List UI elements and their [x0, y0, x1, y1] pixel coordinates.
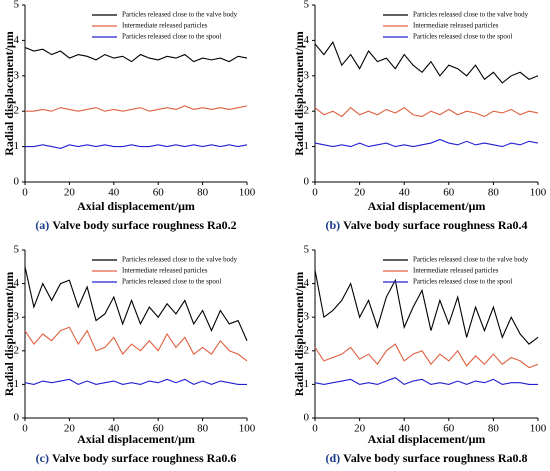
- legend-label: Intermediate released particles: [122, 22, 208, 30]
- x-tick-label: 100: [239, 423, 256, 435]
- x-tick-label: 0: [312, 423, 318, 435]
- x-tick-label: 40: [399, 423, 411, 435]
- legend-label: Particles released close to the spool: [413, 278, 512, 286]
- panel: 0 1 2 3 4 5 0 20 40 60 80 100 Axial displacement/μm R…: [292, 244, 547, 465]
- panel: 0 1 2 3 4 5 0 20 40 60 80 100 Axial displacement/μm R…: [2, 244, 256, 465]
- y-tick-label: 2: [304, 344, 310, 356]
- y-tick-label: 0: [304, 412, 310, 424]
- y-tick-label: 3: [14, 311, 20, 323]
- y-tick-label: 2: [304, 105, 310, 117]
- y-tick-label: 3: [304, 69, 310, 81]
- series-line: [24, 266, 248, 341]
- x-tick-label: 100: [239, 187, 256, 199]
- x-tick-label: 20: [354, 423, 366, 435]
- series-line: [314, 41, 539, 84]
- legend-label: Particles released close to the valve bo…: [122, 256, 238, 264]
- y-tick-label: 5: [14, 244, 20, 256]
- y-tick-label: 0: [14, 176, 20, 188]
- caption-text: Valve body surface roughness Ra0.8: [343, 451, 527, 465]
- caption: (d) Valve body surface roughness Ra0.8: [325, 451, 527, 465]
- legend-label: Particles released close to the spool: [413, 33, 512, 41]
- series-line: [314, 270, 539, 345]
- y-tick-label: 0: [14, 412, 20, 424]
- x-axis-label: Axial displacement/μm: [77, 199, 195, 213]
- caption: (c) Valve body surface roughness Ra0.6: [36, 451, 237, 465]
- x-tick-label: 80: [197, 423, 209, 435]
- x-tick-label: 60: [153, 423, 165, 435]
- x-axis-label: Axial displacement/μm: [368, 432, 486, 446]
- x-axis-label: Axial displacement/μm: [368, 199, 486, 213]
- caption-label: (a): [35, 218, 49, 232]
- x-tick-label: 60: [153, 187, 165, 199]
- x-tick-label: 80: [488, 423, 500, 435]
- y-tick-label: 1: [14, 378, 20, 390]
- legend-label: Intermediate released particles: [122, 267, 208, 275]
- y-axis-label: Radial displacement/μm: [2, 272, 16, 396]
- y-tick-label: 1: [14, 140, 20, 152]
- x-tick-label: 0: [22, 423, 28, 435]
- legend-label: Particles released close to the valve bo…: [413, 256, 529, 264]
- legend-label: Particles released close to the spool: [122, 33, 221, 41]
- series-line: [314, 343, 539, 369]
- x-tick-label: 80: [197, 187, 209, 199]
- x-tick-label: 20: [354, 187, 366, 199]
- panel: 0 1 2 3 4 5 0 20 40 60 80 100 Axial displacement/μm R…: [292, 0, 547, 232]
- y-tick-label: 3: [304, 311, 310, 323]
- y-tick-label: 2: [14, 105, 20, 117]
- y-tick-label: 4: [304, 34, 310, 46]
- x-tick-label: 60: [443, 187, 455, 199]
- y-tick-label: 5: [304, 0, 310, 11]
- series-line: [314, 377, 538, 386]
- series-line: [24, 378, 247, 386]
- y-axis-label: Radial displacement/μm: [292, 272, 306, 396]
- legend-label: Intermediate released particles: [413, 267, 499, 275]
- caption-text: Valve body surface roughness Ra0.4: [343, 218, 527, 232]
- caption-label: (d): [325, 451, 340, 465]
- x-tick-label: 100: [530, 423, 547, 435]
- y-tick-label: 3: [14, 69, 20, 81]
- y-tick-label: 1: [304, 140, 310, 152]
- y-tick-label: 4: [14, 34, 20, 46]
- x-tick-label: 20: [64, 423, 76, 435]
- y-tick-label: 4: [14, 277, 20, 289]
- x-tick-label: 0: [312, 187, 318, 199]
- y-axis-label: Radial displacement/μm: [292, 31, 306, 155]
- x-tick-label: 20: [64, 187, 76, 199]
- x-tick-label: 40: [108, 187, 120, 199]
- x-tick-label: 40: [108, 423, 120, 435]
- caption: (b) Valve body surface roughness Ra0.4: [325, 218, 527, 232]
- x-tick-label: 80: [488, 187, 500, 199]
- series-line: [24, 46, 248, 63]
- y-tick-label: 0: [304, 176, 310, 188]
- legend-label: Intermediate released particles: [413, 22, 499, 30]
- x-axis-label: Axial displacement/μm: [77, 432, 195, 446]
- caption: (a) Valve body surface roughness Ra0.2: [35, 218, 236, 232]
- series-line: [25, 144, 248, 149]
- legend-label: Particles released close to the valve bo…: [122, 11, 238, 19]
- x-tick-label: 40: [399, 187, 411, 199]
- panel: 0 1 2 3 4 5 0 20 40 60 80 100 Axial displacement/μm R…: [2, 0, 256, 232]
- x-tick-label: 100: [530, 187, 547, 199]
- x-tick-label: 0: [22, 187, 28, 199]
- y-tick-label: 5: [304, 244, 310, 256]
- series-line: [25, 105, 248, 112]
- caption-text: Valve body surface roughness Ra0.6: [52, 451, 236, 465]
- series-line: [314, 138, 539, 148]
- legend-label: Particles released close to the valve bo…: [413, 11, 529, 19]
- y-tick-label: 4: [304, 277, 310, 289]
- y-tick-label: 5: [14, 0, 20, 11]
- legend-label: Particles released close to the spool: [122, 278, 221, 286]
- series-line: [314, 106, 539, 118]
- y-tick-label: 2: [14, 344, 20, 356]
- caption-text: Valve body surface roughness Ra0.2: [52, 218, 236, 232]
- caption-label: (c): [36, 451, 49, 465]
- series-line: [24, 326, 248, 362]
- caption-label: (b): [325, 218, 340, 232]
- y-axis-label: Radial displacement/μm: [2, 31, 16, 155]
- x-tick-label: 60: [443, 423, 455, 435]
- y-tick-label: 1: [304, 378, 310, 390]
